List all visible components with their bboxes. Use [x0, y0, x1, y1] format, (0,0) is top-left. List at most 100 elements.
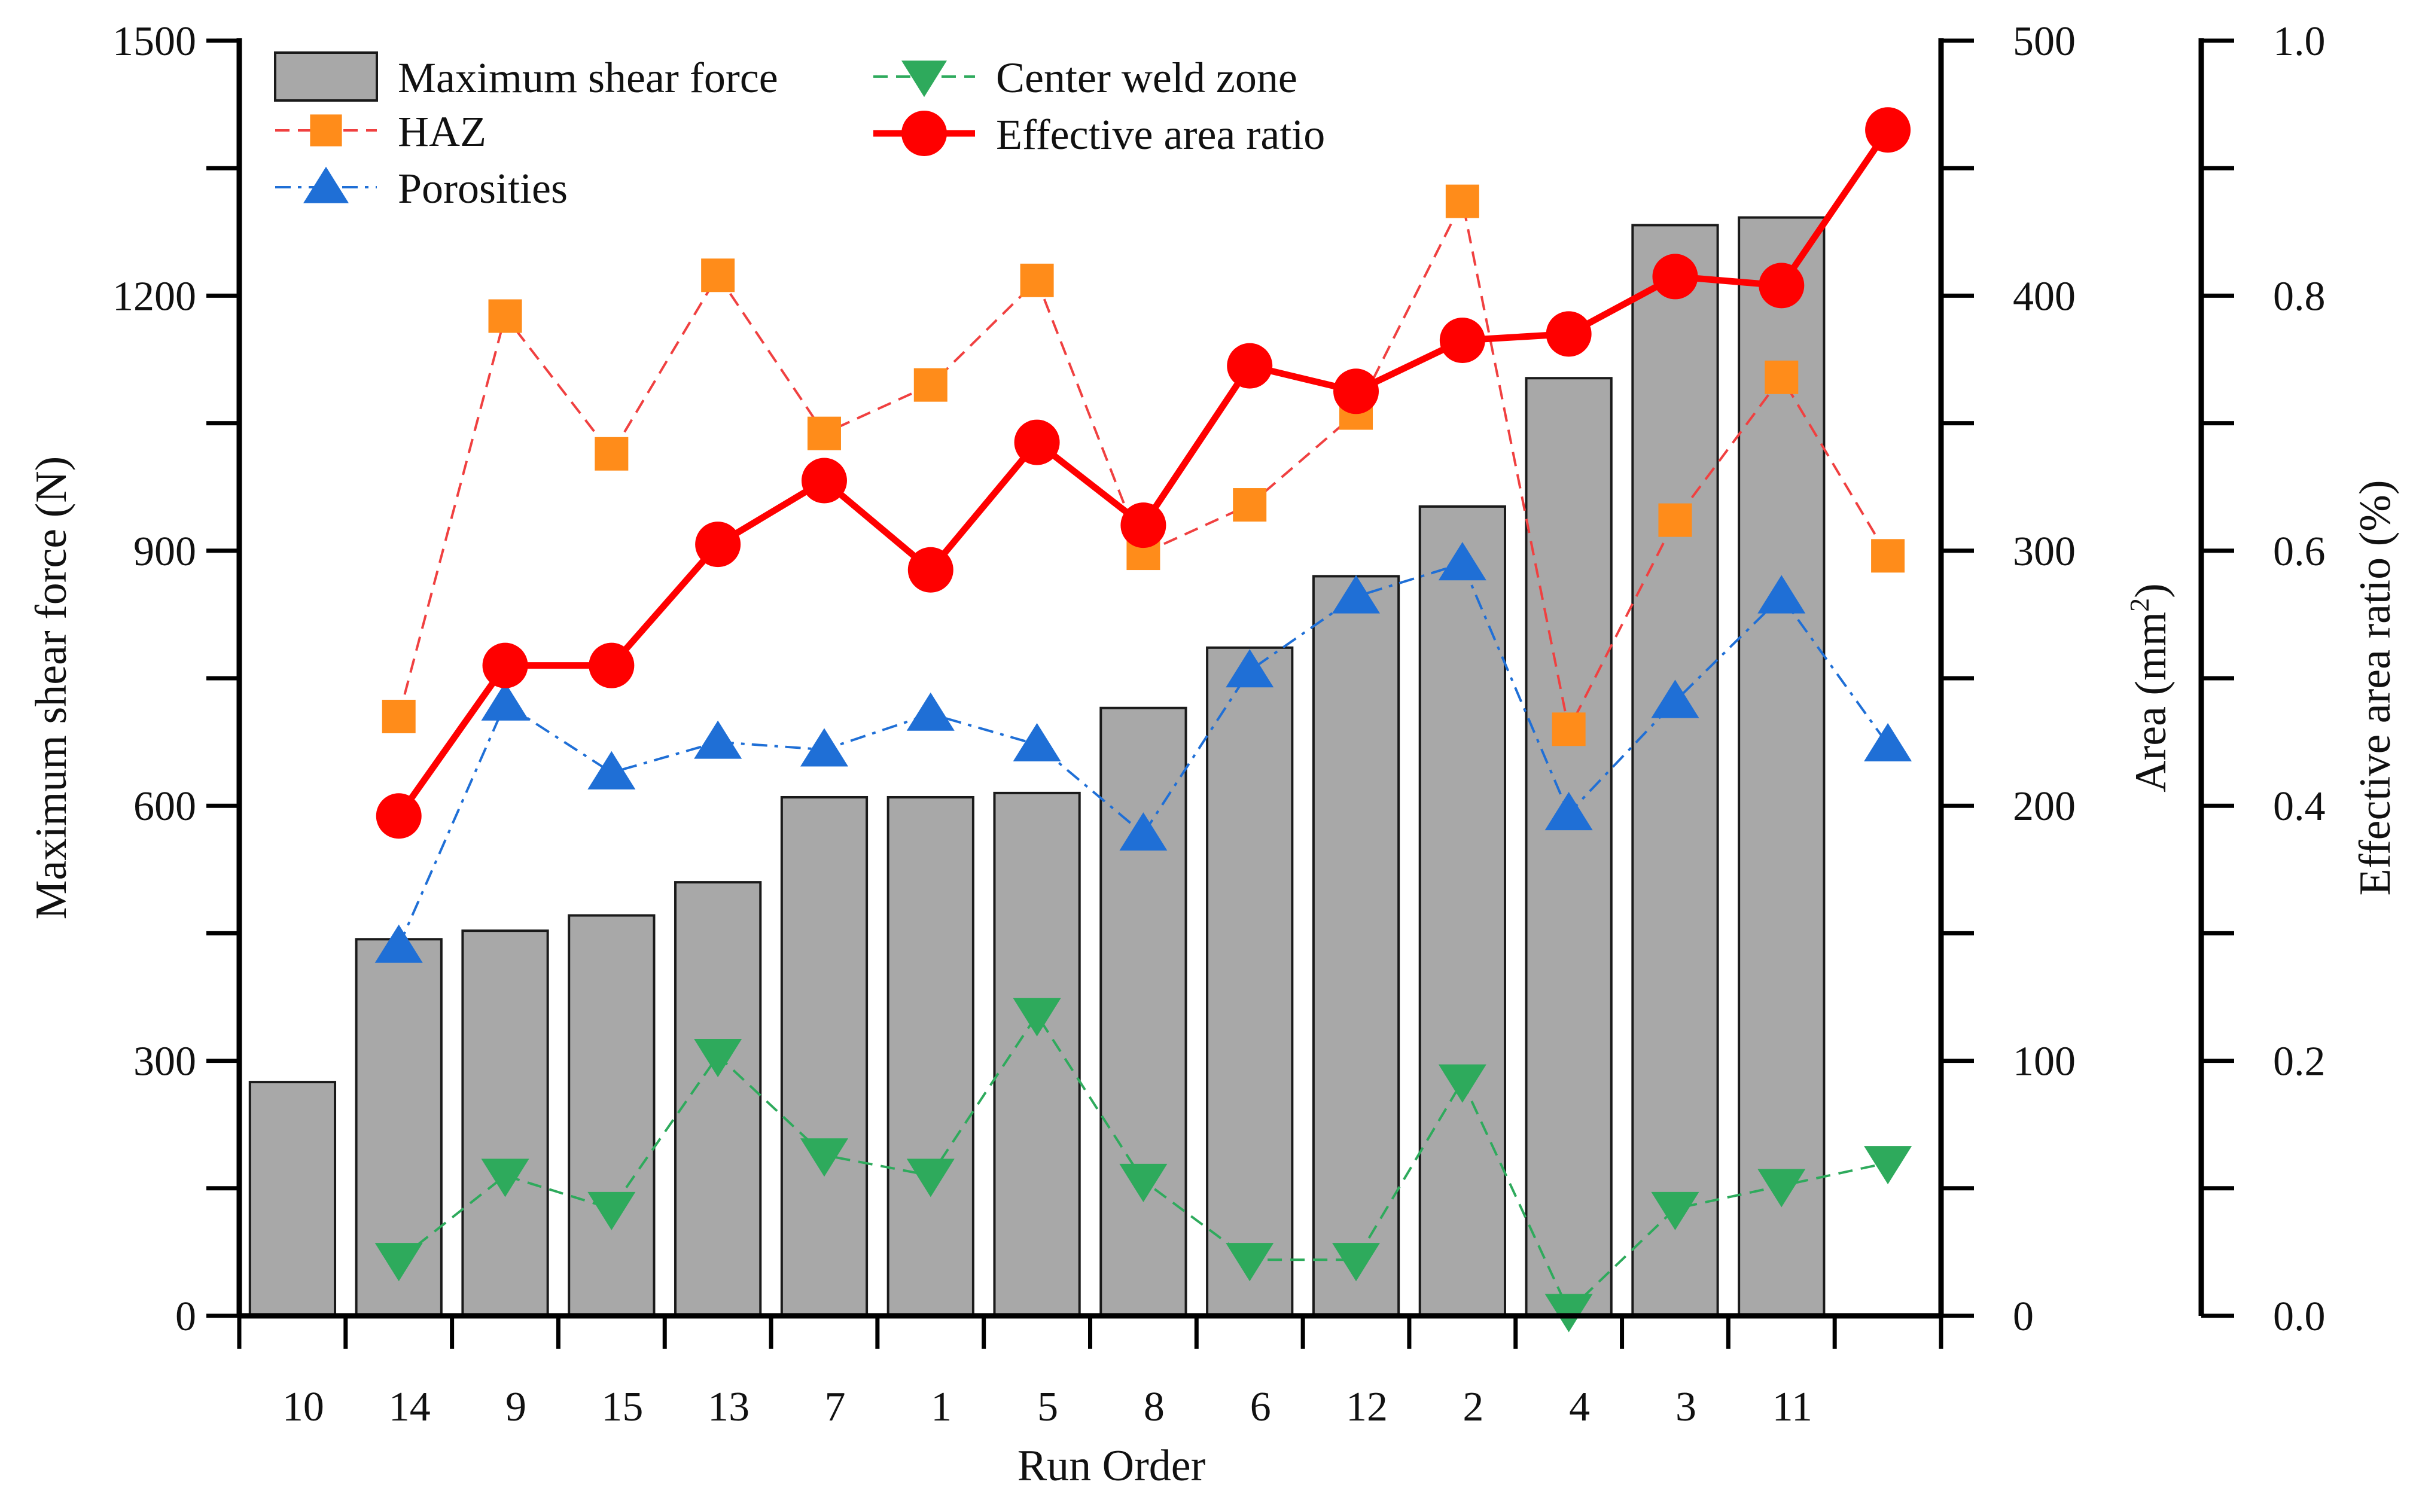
y-left-tick-label-5: 1500	[112, 19, 196, 65]
x-tick-label-1: 1	[931, 1384, 952, 1430]
bar-3	[1631, 224, 1719, 1317]
point-porosities-10	[1332, 575, 1381, 614]
x-tick-label-9: 9	[505, 1384, 526, 1430]
x-tick-label-5: 5	[1037, 1384, 1058, 1430]
point-center-weld-zone-1	[374, 1243, 423, 1282]
y-left-tick-label-3: 900	[133, 529, 196, 575]
bar-series-group	[248, 216, 1826, 1318]
y-axis-title-left: Maximum shear force (N)	[27, 456, 76, 920]
bar-12	[1312, 575, 1400, 1318]
point-haz-5	[807, 416, 841, 450]
point-haz-7	[1020, 263, 1054, 297]
bar-11	[1738, 216, 1826, 1317]
legend-swatch-maximum-shear-force	[274, 51, 378, 102]
point-effective-area-ratio-10	[1333, 368, 1379, 414]
legend-label-porosities: Porosities	[398, 164, 568, 212]
x-tick-label-2: 2	[1463, 1384, 1483, 1430]
y-area-tick-label-3: 300	[2013, 529, 2076, 575]
point-haz-2	[488, 299, 522, 333]
point-effective-area-ratio-12	[1546, 311, 1592, 357]
legend-label-effective-area-ratio: Effective area ratio	[996, 111, 1325, 158]
bar-7	[780, 795, 869, 1317]
x-axis-title: Run Order	[1017, 1441, 1205, 1490]
point-center-weld-zone-3	[587, 1191, 636, 1230]
y-ratio-tick-label-1: 0.2	[2273, 1039, 2326, 1085]
point-porosities-2	[481, 682, 529, 721]
point-effective-area-ratio-6	[907, 547, 953, 593]
x-tick-label-6: 6	[1250, 1384, 1271, 1430]
legend-marker-haz	[310, 114, 342, 147]
y-area-tick-label-4: 400	[2013, 273, 2076, 319]
point-porosities-13	[1651, 679, 1699, 718]
point-center-weld-zone-10	[1332, 1243, 1381, 1282]
area-title-main: Area (mm	[2126, 612, 2176, 792]
point-effective-area-ratio-9	[1227, 343, 1273, 389]
point-porosities-11	[1438, 542, 1486, 581]
point-porosities-12	[1544, 791, 1593, 831]
y-ratio-tick-label-3: 0.6	[2273, 529, 2326, 575]
x-tick-label-8: 8	[1144, 1384, 1165, 1430]
bar-10	[248, 1081, 337, 1317]
y-axis-title-area: Area (mm2)	[2124, 583, 2176, 792]
point-effective-area-ratio-8	[1120, 502, 1166, 548]
series-line-porosities	[397, 562, 1889, 947]
point-haz-14	[1765, 360, 1799, 394]
legend-label-center-weld-zone: Center weld zone	[996, 54, 1297, 102]
y-area-tick-label-2: 200	[2013, 784, 2076, 830]
point-center-weld-zone-14	[1757, 1169, 1806, 1208]
legend-label-haz: HAZ	[398, 108, 486, 156]
bar-5	[993, 791, 1081, 1317]
bar-15	[568, 914, 656, 1317]
marker-series-group	[374, 107, 1912, 1333]
bar-1	[886, 795, 974, 1317]
point-porosities-1	[374, 924, 423, 963]
point-haz-9	[1233, 488, 1267, 522]
y-axis-title-ratio: Effective area ratio (%)	[2351, 480, 2400, 895]
point-center-weld-zone-8	[1119, 1163, 1168, 1203]
bar-2	[1418, 505, 1506, 1318]
point-effective-area-ratio-13	[1652, 254, 1698, 300]
point-effective-area-ratio-11	[1439, 318, 1485, 364]
point-porosities-14	[1757, 575, 1806, 614]
point-porosities-8	[1119, 812, 1168, 851]
point-center-weld-zone-13	[1651, 1191, 1699, 1230]
axes-group: 10 14 9 15 13 7 1 5 8 6 12 2 4 3 110300600900120015000…	[112, 19, 2326, 1430]
x-tick-label-14: 14	[389, 1384, 431, 1430]
x-tick-label-12: 12	[1346, 1384, 1388, 1430]
y-ratio-tick-label-0: 0.0	[2273, 1294, 2326, 1340]
x-tick-label-3: 3	[1675, 1384, 1696, 1430]
point-haz-15	[1871, 539, 1905, 573]
point-haz-12	[1552, 712, 1586, 746]
y-ratio-tick-label-2: 0.4	[2273, 784, 2326, 830]
bar-8	[1099, 706, 1187, 1318]
y-left-tick-label-4: 1200	[112, 273, 196, 319]
x-tick-label-7: 7	[824, 1384, 845, 1430]
area-title-superscript: 2	[2124, 598, 2155, 612]
point-porosities-5	[800, 728, 848, 767]
x-tick-label-4: 4	[1569, 1384, 1590, 1430]
point-porosities-7	[1013, 723, 1061, 761]
y-left-tick-label-1: 300	[133, 1039, 196, 1085]
area-title-end: )	[2126, 583, 2176, 598]
bar-6	[1206, 646, 1294, 1317]
y-left-tick-label-0: 0	[175, 1294, 196, 1340]
point-center-weld-zone-6	[906, 1159, 955, 1197]
y-area-tick-label-5: 500	[2013, 19, 2076, 65]
point-effective-area-ratio-4	[695, 522, 741, 568]
y-ratio-tick-label-4: 0.8	[2273, 273, 2326, 319]
legend: Maximum shear force HAZ Porosities Center w…	[274, 51, 1325, 212]
bar-9	[461, 929, 549, 1317]
x-tick-label-11: 11	[1772, 1384, 1812, 1430]
point-porosities-9	[1226, 649, 1274, 688]
point-effective-area-ratio-2	[482, 642, 528, 688]
x-tick-label-15: 15	[601, 1384, 643, 1430]
point-haz-3	[595, 437, 629, 471]
point-center-weld-zone-15	[1864, 1146, 1912, 1185]
legend-marker-center-weld-zone	[901, 60, 947, 97]
point-center-weld-zone-4	[694, 1038, 742, 1078]
point-porosities-4	[694, 720, 742, 759]
y-area-tick-label-1: 100	[2013, 1039, 2076, 1085]
point-haz-4	[701, 258, 735, 292]
point-haz-11	[1445, 184, 1479, 218]
